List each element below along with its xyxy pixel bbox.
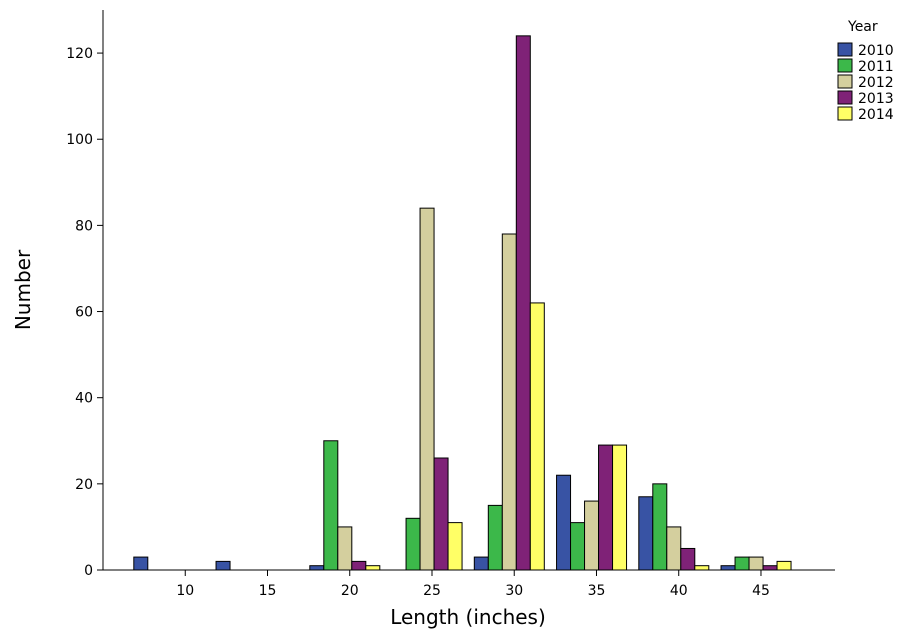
bar-2013	[598, 444, 614, 571]
legend-label-2011: 2011	[858, 59, 894, 75]
bar-2014	[776, 560, 792, 571]
bar-2010	[473, 556, 489, 571]
x-axis-title: Length (inches)	[390, 605, 546, 629]
bar-2012	[419, 207, 435, 571]
x-tick-label: 30	[505, 583, 523, 599]
bar-2013	[433, 457, 449, 571]
bar-2013	[351, 560, 367, 571]
bar-2010	[638, 496, 654, 571]
bar-2010	[215, 560, 231, 571]
bar-2012	[584, 500, 600, 571]
x-tick-label: 35	[588, 583, 606, 599]
bar-2013	[762, 565, 778, 571]
y-axis-title: Number	[11, 249, 35, 330]
x-tick-label: 15	[259, 583, 277, 599]
plot-area: 0 20 40 60 80 100 120 10 15 20 25 30 35 40 45	[66, 10, 835, 599]
legend-swatch-2011	[837, 58, 853, 73]
x-tick-label: 20	[341, 583, 359, 599]
bar-2010	[133, 556, 149, 571]
bar-2014	[612, 444, 628, 571]
legend-label-2012: 2012	[858, 75, 894, 91]
bar-2013	[680, 547, 696, 571]
y-tick-label: 20	[75, 477, 93, 493]
bar-2011	[734, 556, 750, 571]
x-tick-label: 10	[176, 583, 194, 599]
bar-2013	[515, 35, 531, 571]
bar-2010	[720, 565, 736, 571]
bar-2011	[323, 440, 339, 571]
bar-2010	[556, 474, 572, 571]
y-tick-label: 40	[75, 391, 93, 407]
x-tick-label: 40	[670, 583, 688, 599]
x-tick-label: 25	[423, 583, 441, 599]
bar-2011	[405, 517, 421, 571]
legend-title: Year	[847, 19, 878, 35]
bar-2014	[447, 522, 463, 571]
bar-2012	[337, 526, 353, 571]
y-tick-label: 60	[75, 305, 93, 321]
legend-label-2010: 2010	[858, 43, 894, 59]
legend-swatch-2014	[837, 106, 853, 121]
bar-2014	[529, 302, 545, 571]
bar-2012	[748, 556, 764, 571]
legend-label-2013: 2013	[858, 91, 894, 107]
y-tick-label: 100	[66, 132, 93, 148]
bar-2010	[309, 565, 325, 571]
y-tick-label: 80	[75, 218, 93, 234]
y-tick-label: 120	[66, 46, 93, 62]
bar-2012	[666, 526, 682, 571]
bar-2011	[652, 483, 668, 571]
y-tick-label: 0	[84, 563, 93, 579]
legend-label-2014: 2014	[858, 107, 894, 123]
bar-2012	[501, 233, 517, 571]
x-tick-label: 45	[752, 583, 770, 599]
legend-swatch-2012	[837, 74, 853, 89]
bar-2014	[365, 565, 381, 571]
bar-2011	[487, 504, 503, 571]
legend-swatch-2010	[837, 42, 853, 57]
legend-swatch-2013	[837, 90, 853, 105]
bar-2014	[694, 565, 710, 571]
bar-2011	[570, 522, 586, 571]
